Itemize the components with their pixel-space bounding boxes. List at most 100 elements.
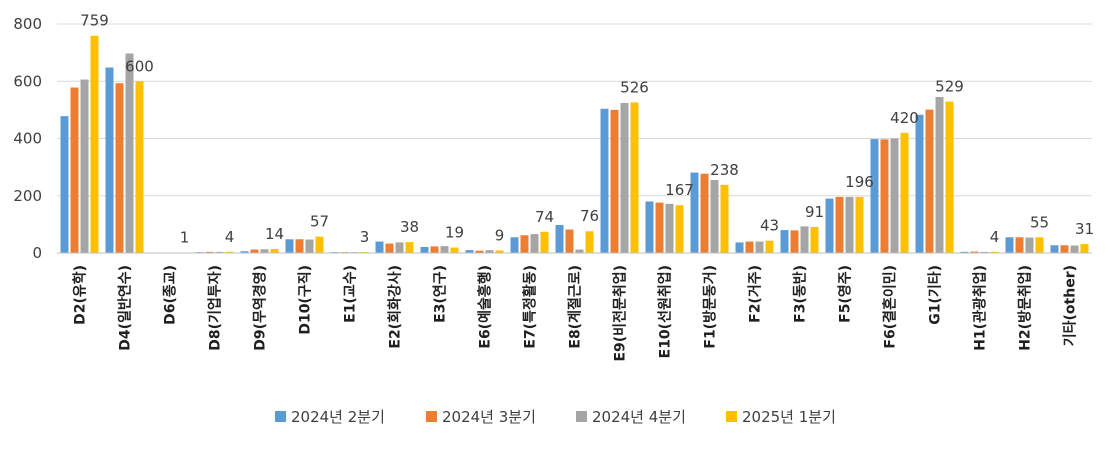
bar bbox=[960, 251, 969, 253]
bar bbox=[430, 246, 439, 253]
data-label: 196 bbox=[845, 173, 874, 191]
legend-item: 2025년 1분기 bbox=[726, 408, 836, 426]
bar bbox=[810, 226, 819, 253]
bar bbox=[1060, 245, 1069, 253]
y-tick-label: 0 bbox=[32, 244, 42, 262]
bar bbox=[700, 173, 709, 253]
bar bbox=[970, 251, 979, 253]
data-label: 1 bbox=[180, 229, 190, 247]
bar bbox=[735, 242, 744, 253]
bar bbox=[395, 242, 404, 253]
bar bbox=[780, 230, 789, 253]
bar bbox=[420, 246, 429, 253]
legend-label: 2024년 4분기 bbox=[592, 408, 686, 426]
bar bbox=[475, 250, 484, 253]
legend-swatch bbox=[426, 411, 437, 422]
bar bbox=[745, 241, 754, 253]
data-label: 4 bbox=[225, 228, 235, 246]
bar bbox=[900, 132, 909, 253]
x-tick-label: F1(방문동거) bbox=[702, 265, 719, 349]
legend-label: 2024년 2분기 bbox=[291, 408, 385, 426]
legend-label: 2025년 1분기 bbox=[742, 408, 836, 426]
x-tick-label: H1(관광취업) bbox=[972, 265, 989, 351]
x-axis-category-labels: D2(유학) D4(일반연수) D6(종교) D8(기업투자) D9(무역경영) D10(… bbox=[73, 265, 1079, 362]
bar bbox=[540, 231, 549, 253]
bar bbox=[240, 251, 249, 253]
bar bbox=[385, 243, 394, 253]
bar bbox=[790, 230, 799, 253]
bar bbox=[1025, 237, 1034, 253]
data-label: 91 bbox=[805, 203, 824, 221]
x-tick-label: D9(무역경영) bbox=[252, 265, 269, 351]
bar bbox=[645, 201, 654, 253]
bar bbox=[270, 248, 279, 253]
x-tick-label: E6(예술흥행) bbox=[477, 265, 494, 349]
bar bbox=[755, 241, 764, 253]
bar bbox=[315, 236, 324, 253]
x-tick-label: E9(비전문취업) bbox=[612, 265, 629, 362]
x-tick-label: D10(구직) bbox=[297, 265, 314, 335]
bar bbox=[1050, 245, 1059, 253]
x-tick-label: D8(기업투자) bbox=[208, 265, 224, 351]
bar bbox=[935, 96, 944, 254]
bar bbox=[880, 139, 889, 253]
bar bbox=[60, 116, 69, 253]
x-tick-label: E7(특정활동) bbox=[522, 265, 539, 349]
bar bbox=[870, 139, 879, 253]
x-tick-label: F6(결혼이민) bbox=[882, 265, 899, 349]
data-label: 76 bbox=[580, 207, 599, 225]
bar bbox=[620, 103, 629, 253]
x-tick-label: 기타(other) bbox=[1063, 265, 1079, 346]
bar bbox=[915, 114, 924, 254]
bar bbox=[610, 109, 619, 253]
data-label: 38 bbox=[400, 218, 419, 236]
x-tick-label: E8(계절근로) bbox=[568, 265, 584, 349]
bar bbox=[1080, 244, 1089, 253]
data-label: 74 bbox=[535, 208, 554, 226]
bar bbox=[1035, 237, 1044, 253]
bar bbox=[575, 249, 584, 253]
x-tick-label: E10(선원취업) bbox=[658, 265, 674, 358]
bar bbox=[1005, 237, 1014, 253]
legend-swatch bbox=[576, 411, 587, 422]
bar bbox=[510, 237, 519, 253]
x-tick-label: F3(동반) bbox=[792, 265, 809, 323]
legend-swatch bbox=[726, 411, 737, 422]
bar bbox=[70, 87, 79, 253]
bar bbox=[450, 247, 459, 253]
x-tick-label: H2(방문취업) bbox=[1017, 265, 1034, 351]
bar bbox=[485, 250, 494, 253]
bar bbox=[225, 251, 234, 253]
bar bbox=[520, 235, 529, 253]
bar bbox=[600, 108, 609, 253]
bar bbox=[250, 249, 259, 253]
bar bbox=[530, 234, 539, 253]
bar bbox=[945, 101, 954, 253]
bar bbox=[990, 251, 999, 253]
bar bbox=[260, 249, 269, 253]
data-label: 526 bbox=[620, 78, 649, 96]
data-label: 420 bbox=[890, 109, 919, 127]
bar bbox=[800, 226, 809, 253]
data-label: 529 bbox=[935, 78, 964, 96]
bar bbox=[375, 241, 384, 253]
y-tick-label: 600 bbox=[13, 72, 42, 90]
x-tick-label: E3(연구) bbox=[433, 265, 449, 323]
data-label: 31 bbox=[1075, 220, 1094, 238]
bar bbox=[80, 79, 89, 253]
bar bbox=[295, 239, 304, 253]
legend-swatch bbox=[275, 411, 286, 422]
data-label: 759 bbox=[80, 12, 109, 30]
y-axis-ticks: 0 200 400 600 800 bbox=[13, 15, 42, 262]
bar bbox=[655, 202, 664, 253]
bar bbox=[565, 229, 574, 253]
data-label: 3 bbox=[360, 228, 370, 246]
bar bbox=[135, 81, 144, 253]
legend-label: 2024년 3분기 bbox=[442, 408, 536, 426]
bar bbox=[555, 224, 564, 253]
bar bbox=[495, 250, 504, 253]
legend-item: 2024년 3분기 bbox=[426, 408, 536, 426]
bar bbox=[765, 240, 774, 253]
data-label: 238 bbox=[710, 161, 739, 179]
bar bbox=[675, 205, 684, 253]
